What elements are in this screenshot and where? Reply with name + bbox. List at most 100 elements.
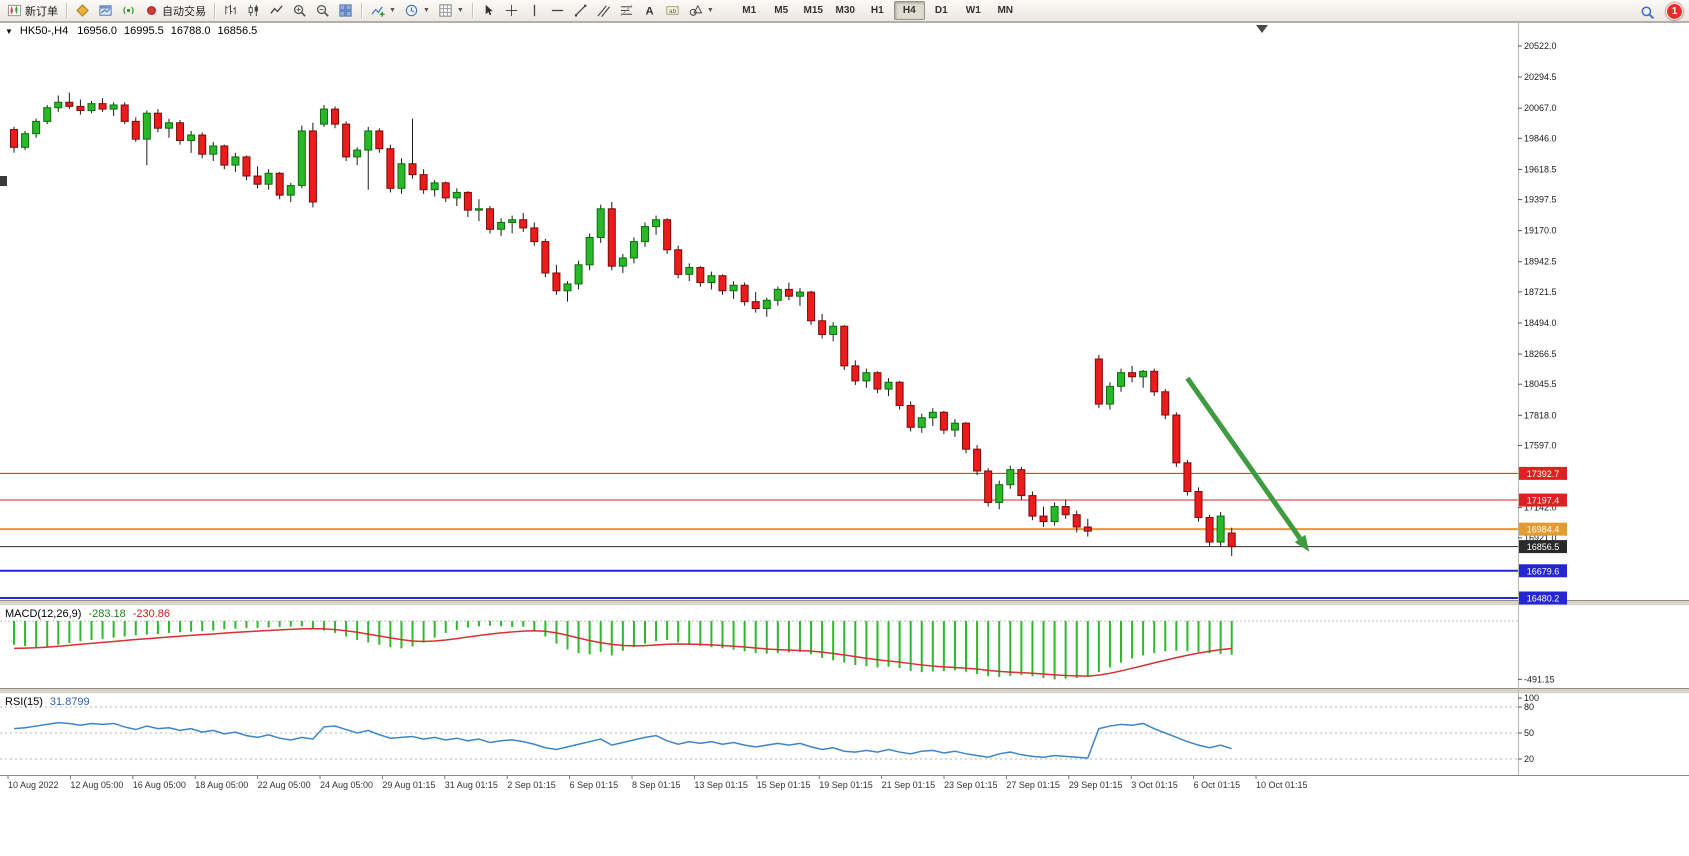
chart-shift-marker[interactable] bbox=[1256, 25, 1268, 33]
tile-windows-button[interactable] bbox=[334, 0, 357, 21]
svg-text:17142.0: 17142.0 bbox=[1524, 503, 1557, 513]
tab-timeframe-d1[interactable]: D1 bbox=[934, 5, 948, 16]
fibonacci-icon bbox=[620, 5, 632, 16]
svg-text:17818.0: 17818.0 bbox=[1524, 410, 1557, 420]
period-clock-icon bbox=[405, 4, 418, 17]
shapes-button[interactable]: ▼ bbox=[684, 0, 718, 21]
toolbar-separator bbox=[471, 3, 473, 18]
candle bbox=[408, 163, 417, 176]
shapes-icon bbox=[689, 4, 703, 16]
price-tag bbox=[1519, 493, 1567, 507]
signals-button[interactable] bbox=[117, 0, 140, 21]
chevron-down-icon: ▼ bbox=[706, 7, 714, 14]
zoom-in-button[interactable] bbox=[288, 0, 311, 21]
candlestick-chart-button[interactable] bbox=[242, 0, 265, 21]
candle bbox=[209, 145, 218, 155]
ohlc-close: 16856.5 bbox=[217, 25, 258, 37]
tab-timeframe-m15[interactable]: M15 bbox=[803, 5, 823, 16]
candle bbox=[364, 130, 373, 151]
candle bbox=[1183, 462, 1192, 493]
candle bbox=[231, 156, 240, 166]
svg-text:ab: ab bbox=[669, 8, 677, 15]
zoom-out-button[interactable] bbox=[311, 0, 334, 21]
tab-timeframe-h4[interactable]: H4 bbox=[893, 1, 925, 20]
template-button[interactable]: ▼ bbox=[434, 0, 468, 21]
price-tag bbox=[1519, 466, 1567, 480]
line-chart-button[interactable] bbox=[265, 0, 288, 21]
crosshair-button[interactable] bbox=[500, 0, 523, 21]
candle bbox=[242, 156, 251, 177]
tab-timeframe-mn[interactable]: MN bbox=[997, 5, 1014, 16]
candle bbox=[1028, 495, 1037, 517]
period-button[interactable]: ▼ bbox=[400, 0, 434, 21]
candle bbox=[353, 149, 362, 158]
candle bbox=[873, 372, 882, 390]
autotrading-button[interactable]: 自动交易 bbox=[140, 0, 210, 21]
vertical-line-button[interactable] bbox=[523, 0, 546, 21]
search-button[interactable] bbox=[1636, 2, 1659, 23]
tab-timeframe-w1[interactable]: W1 bbox=[965, 5, 981, 16]
new-order-button[interactable]: 新订单 bbox=[3, 0, 62, 21]
candle bbox=[895, 381, 904, 406]
text-button[interactable]: A bbox=[638, 0, 661, 21]
svg-text:16921.0: 16921.0 bbox=[1524, 533, 1557, 543]
signals-icon bbox=[123, 6, 134, 15]
add-indicator-button[interactable]: ▼ bbox=[366, 0, 400, 21]
candle bbox=[984, 470, 993, 503]
rsi-line bbox=[13, 721, 1232, 759]
candle bbox=[375, 130, 384, 150]
candle bbox=[65, 101, 74, 107]
candle bbox=[596, 208, 605, 238]
zoom-out-icon bbox=[316, 4, 329, 17]
time-axis[interactable]: 10 Aug 2022 12 Aug 05:00 16 Aug 05:00 18 Au… bbox=[7, 775, 1308, 790]
rsi-label: RSI(15) 31.8799 bbox=[5, 696, 90, 708]
candle bbox=[1050, 506, 1059, 523]
svg-text:16984.4: 16984.4 bbox=[1527, 525, 1560, 535]
tab-timeframe-m1[interactable]: M1 bbox=[742, 5, 757, 16]
svg-text:18942.5: 18942.5 bbox=[1524, 257, 1557, 267]
label-button[interactable]: ab bbox=[661, 0, 684, 21]
chart-menu-icon[interactable]: ▼ bbox=[5, 26, 13, 36]
notification-badge[interactable]: 1 bbox=[1666, 3, 1683, 20]
candle bbox=[663, 219, 672, 251]
metaeditor-button[interactable] bbox=[71, 0, 94, 21]
candle bbox=[884, 381, 893, 390]
svg-text:19 Sep 01:15: 19 Sep 01:15 bbox=[819, 780, 873, 790]
svg-text:10 Oct 01:15: 10 Oct 01:15 bbox=[1256, 780, 1308, 790]
tab-timeframe-m5[interactable]: M5 bbox=[774, 5, 789, 16]
svg-text:3 Oct 01:15: 3 Oct 01:15 bbox=[1131, 780, 1178, 790]
bar-chart-button[interactable] bbox=[219, 0, 242, 21]
tab-timeframe-h1[interactable]: H1 bbox=[870, 5, 884, 16]
candle bbox=[784, 288, 793, 297]
macd-signal-line bbox=[13, 627, 1232, 677]
panel-separator[interactable] bbox=[0, 600, 1689, 606]
svg-text:20522.0: 20522.0 bbox=[1524, 41, 1557, 51]
candle bbox=[131, 120, 140, 140]
candle bbox=[419, 174, 428, 191]
horizontal-lines[interactable] bbox=[0, 472, 1518, 599]
chart-canvas[interactable]: 20522.0 20294.5 20067.0 19846.0 19618.5 19397… bbox=[0, 22, 1689, 856]
trend-arrow[interactable] bbox=[1185, 376, 1310, 552]
candle bbox=[43, 107, 52, 122]
svg-text:22 Aug 05:00: 22 Aug 05:00 bbox=[258, 780, 311, 790]
svg-text:12 Aug 05:00: 12 Aug 05:00 bbox=[70, 780, 123, 790]
fibonacci-button[interactable] bbox=[615, 0, 638, 21]
chevron-down-icon: ▼ bbox=[456, 7, 464, 14]
macd-name: MACD(12,26,9) bbox=[5, 608, 82, 620]
candle bbox=[840, 325, 849, 367]
trendline-button[interactable] bbox=[569, 0, 592, 21]
tab-timeframe-m30[interactable]: M30 bbox=[835, 5, 855, 16]
channel-button[interactable] bbox=[592, 0, 615, 21]
svg-text:16679.6: 16679.6 bbox=[1527, 566, 1560, 576]
price-tags: 17392.7 17197.4 16984.4 16856.5 16679.6 16480… bbox=[1519, 466, 1567, 605]
svg-text:18045.5: 18045.5 bbox=[1524, 379, 1557, 389]
cursor-button[interactable] bbox=[477, 0, 500, 21]
strategy-tester-button[interactable] bbox=[94, 0, 117, 21]
horizontal-line-button[interactable] bbox=[546, 0, 569, 21]
strategy-tester-icon bbox=[99, 5, 112, 16]
panel-separator[interactable] bbox=[0, 688, 1689, 694]
candle bbox=[1150, 370, 1159, 393]
candle bbox=[640, 226, 649, 243]
bar-chart-icon bbox=[225, 4, 236, 15]
svg-text:18266.5: 18266.5 bbox=[1524, 349, 1557, 359]
